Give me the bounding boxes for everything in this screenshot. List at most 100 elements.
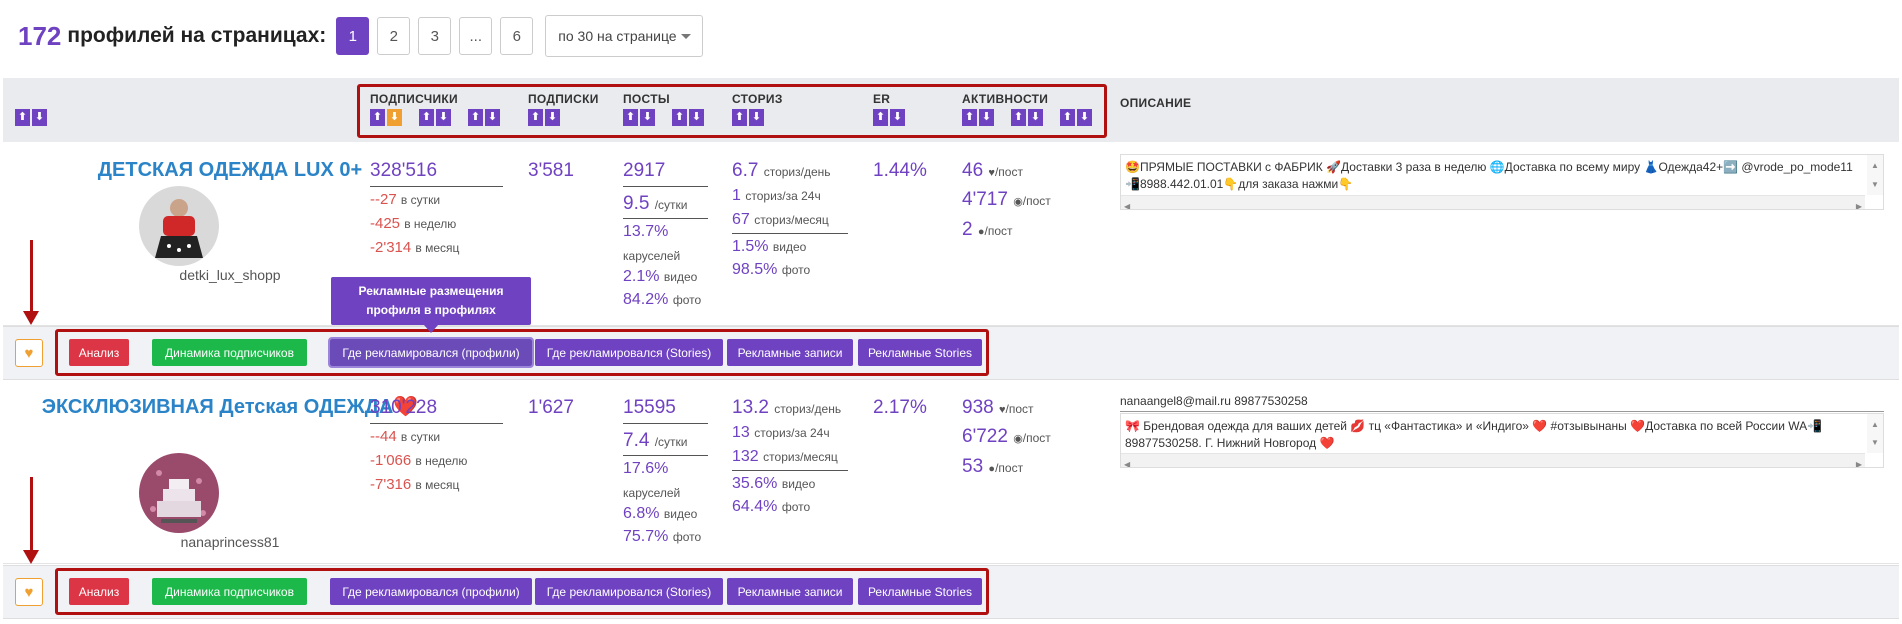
sort-down-icon[interactable]: ⬇ [387, 109, 402, 126]
sort-group-activity: ⬆ ⬇ ⬆ ⬇ ⬆ ⬇ [962, 109, 1109, 126]
comments-value: 53 ●/пост [962, 456, 1024, 477]
sort-down-icon[interactable]: ⬇ [485, 109, 500, 126]
following-value: 3'581 [528, 160, 574, 181]
divider [370, 423, 503, 424]
sort-down-icon[interactable]: ⬇ [979, 109, 994, 126]
divider [623, 423, 708, 424]
sort-up-icon[interactable]: ⬆ [528, 109, 543, 126]
annotation-arrow [23, 240, 39, 325]
profile-name[interactable]: ЭКСКЛЮЗИВНАЯ Детская ОДЕЖДА❤️ [41, 396, 419, 418]
chevron-down-icon [681, 34, 692, 39]
posts-per-day: 9.5 /сутки [623, 193, 688, 214]
ad-posts-button[interactable]: Рекламные записи [727, 578, 853, 605]
description-box[interactable]: 🎀 Брендовая одежда для ваших детей 💋 тц … [1120, 413, 1884, 468]
profile-count: 172 [18, 20, 62, 51]
sort-up-icon[interactable]: ⬆ [623, 109, 638, 126]
stories-24h: 13 сториз/за 24ч [732, 424, 830, 441]
ad-stories-button[interactable]: Рекламные Stories [858, 578, 982, 605]
where-advertised-profiles-button[interactable]: Где рекламировался (профили) [330, 578, 532, 605]
followers-month: -2'314 в месяц [370, 239, 460, 256]
sort-up-icon[interactable]: ⬆ [732, 109, 747, 126]
sort-group-er: ⬆ ⬇ [873, 109, 907, 126]
sort-down-icon[interactable]: ⬇ [749, 109, 764, 126]
views-value: 6'722 ◉/пост [962, 426, 1051, 447]
sort-up-icon[interactable]: ⬆ [1011, 109, 1026, 126]
sort-group-posts: ⬆ ⬇ ⬆ ⬇ [623, 109, 721, 126]
stories-month: 67 сториз/месяц [732, 211, 829, 228]
followers-value: 328'516 [370, 160, 438, 181]
sort-down-icon[interactable]: ⬇ [545, 109, 560, 126]
sort-down-icon[interactable]: ⬇ [1028, 109, 1043, 126]
likes-value: 46 ♥/пост [962, 160, 1023, 181]
avatar[interactable] [139, 186, 219, 266]
sort-up-icon[interactable]: ⬆ [370, 109, 385, 126]
analysis-button[interactable]: Анализ [69, 339, 129, 366]
analysis-button[interactable]: Анализ [69, 578, 129, 605]
subscriber-dynamics-button[interactable]: Динамика подписчиков [152, 578, 307, 605]
profile-name[interactable]: ДЕТСКАЯ ОДЕЖДА LUX 0+ [97, 159, 363, 181]
subscriber-dynamics-button[interactable]: Динамика подписчиков [152, 339, 307, 366]
sort-up-icon[interactable]: ⬆ [672, 109, 687, 126]
video-pct: 6.8% видео [623, 505, 698, 522]
annotation-box-header [357, 84, 1107, 138]
sort-up-icon[interactable]: ⬆ [1060, 109, 1075, 126]
col-description: ОПИСАНИЕ [1120, 96, 1192, 110]
ad-stories-button[interactable]: Рекламные Stories [858, 339, 982, 366]
page-3-button[interactable]: 3 [418, 17, 452, 55]
avatar[interactable] [139, 453, 219, 533]
carousel-label: каруселей [623, 249, 681, 263]
scrollbar-horizontal[interactable]: ◀ ▶ [1121, 195, 1865, 209]
sort-down-icon[interactable]: ⬇ [32, 109, 47, 126]
where-advertised-stories-button[interactable]: Где рекламировался (Stories) [535, 578, 723, 605]
page-6-button[interactable]: 6 [500, 17, 534, 55]
sort-up-icon[interactable]: ⬆ [468, 109, 483, 126]
posts-value: 2917 [623, 160, 666, 181]
stories-24h: 1 сториз/за 24ч [732, 187, 821, 204]
contact-email[interactable]: nanaangel8@mail.ru 89877530258 [1120, 394, 1308, 408]
where-advertised-stories-button[interactable]: Где рекламировался (Stories) [535, 339, 723, 366]
annotation-arrow [23, 477, 39, 564]
divider [1120, 411, 1884, 412]
sort-down-icon[interactable]: ⬇ [436, 109, 451, 126]
sort-down-icon[interactable]: ⬇ [689, 109, 704, 126]
heart-icon: ♥ [998, 404, 1006, 416]
sort-up-icon[interactable]: ⬆ [419, 109, 434, 126]
annotation-box-actions [55, 329, 989, 376]
username: nanaprincess81 [180, 534, 280, 550]
eye-icon: ◉ [1013, 433, 1023, 445]
divider [732, 470, 848, 471]
sort-up-icon[interactable]: ⬆ [962, 109, 977, 126]
scrollbar-vertical[interactable]: ▲ ▼ [1867, 155, 1883, 195]
er-value: 2.17% [873, 397, 927, 418]
favorite-button[interactable]: ♥ [15, 578, 43, 606]
profile-count-label: профилей на страницах: [67, 24, 327, 47]
ad-posts-button[interactable]: Рекламные записи [727, 339, 853, 366]
per-page-value: по 30 на странице [558, 28, 677, 44]
scrollbar-horizontal[interactable]: ◀ ▶ [1121, 453, 1865, 467]
table-row [3, 380, 1899, 564]
sort-up-icon[interactable]: ⬆ [873, 109, 888, 126]
divider [623, 455, 708, 456]
scrollbar-vertical[interactable]: ▲ ▼ [1867, 414, 1883, 453]
sort-group-stories: ⬆ ⬇ [732, 109, 766, 126]
comment-icon: ● [977, 226, 985, 238]
page-1-button[interactable]: 1 [336, 17, 370, 55]
carousel-pct: 17.6% [623, 460, 669, 477]
sort-up-icon[interactable]: ⬆ [15, 109, 30, 126]
where-advertised-profiles-button[interactable]: Где рекламировался (профили) [328, 337, 534, 368]
photo-pct: 84.2% фото [623, 291, 702, 308]
page-2-button[interactable]: 2 [377, 17, 411, 55]
followers-value: 310'228 [370, 397, 438, 418]
sort-down-icon[interactable]: ⬇ [890, 109, 905, 126]
photo-pct: 75.7% фото [623, 528, 702, 545]
divider [732, 233, 848, 234]
stories-photo: 98.5% фото [732, 261, 811, 278]
description-box[interactable]: 🤩ПРЯМЫЕ ПОСТАВКИ с ФАБРИК 🚀Доставки 3 ра… [1120, 154, 1884, 210]
comment-icon: ● [988, 463, 996, 475]
page-ellipsis: ... [459, 17, 493, 55]
posts-per-day: 7.4 /сутки [623, 430, 688, 451]
per-page-select[interactable]: по 30 на странице [545, 15, 704, 57]
sort-down-icon[interactable]: ⬇ [640, 109, 655, 126]
sort-down-icon[interactable]: ⬇ [1077, 109, 1092, 126]
favorite-button[interactable]: ♥ [15, 339, 43, 367]
